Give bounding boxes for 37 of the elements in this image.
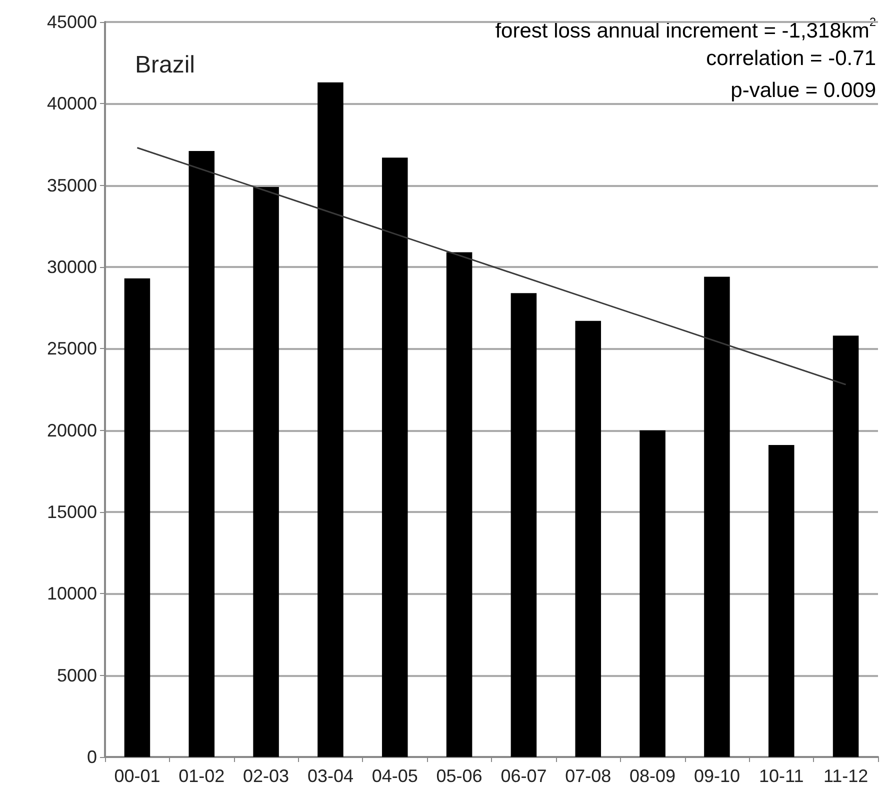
- bar: [832, 336, 859, 757]
- x-tick-label: 08-09: [630, 766, 676, 786]
- bar: [188, 151, 215, 757]
- x-tick-label: 07-08: [565, 766, 612, 786]
- y-tick-label: 40000: [46, 94, 97, 114]
- y-tick-label: 45000: [46, 12, 97, 32]
- annotation: correlation = -0.71: [706, 47, 876, 70]
- y-tick-label: 10000: [46, 584, 97, 604]
- bar: [510, 293, 537, 757]
- x-tick-label: 06-07: [500, 766, 547, 786]
- x-tick-label: 01-02: [178, 766, 225, 786]
- bar: [446, 252, 472, 757]
- x-tick-label: 09-10: [694, 766, 740, 786]
- bar: [318, 82, 344, 757]
- y-tick-label: 15000: [46, 502, 97, 522]
- y-tick-label: 0: [86, 747, 97, 767]
- x-tick-label: 04-05: [372, 766, 418, 786]
- annotation: p-value = 0.009: [730, 79, 876, 102]
- x-tick-label: 00-01: [114, 766, 160, 786]
- bar: [704, 276, 730, 757]
- x-tick-label: 05-06: [436, 766, 482, 786]
- x-tick-label: 11-12: [823, 766, 868, 786]
- bar: [253, 186, 279, 757]
- text: Brazil: [135, 52, 196, 78]
- x-tick-label: 02-03: [243, 766, 290, 786]
- bar: [640, 430, 666, 757]
- bar: [124, 278, 150, 757]
- bar: [575, 320, 602, 757]
- x-tick-label: 03-04: [307, 766, 354, 786]
- bar: [768, 445, 794, 757]
- x-tick-label: 10-11: [759, 766, 804, 786]
- y-tick-label: 5000: [56, 665, 97, 686]
- y-tick-label: 20000: [46, 420, 97, 440]
- y-tick-label: 35000: [46, 175, 97, 196]
- y-tick-label: 25000: [46, 338, 97, 359]
- bar: [382, 158, 408, 757]
- y-tick-label: 30000: [46, 257, 97, 277]
